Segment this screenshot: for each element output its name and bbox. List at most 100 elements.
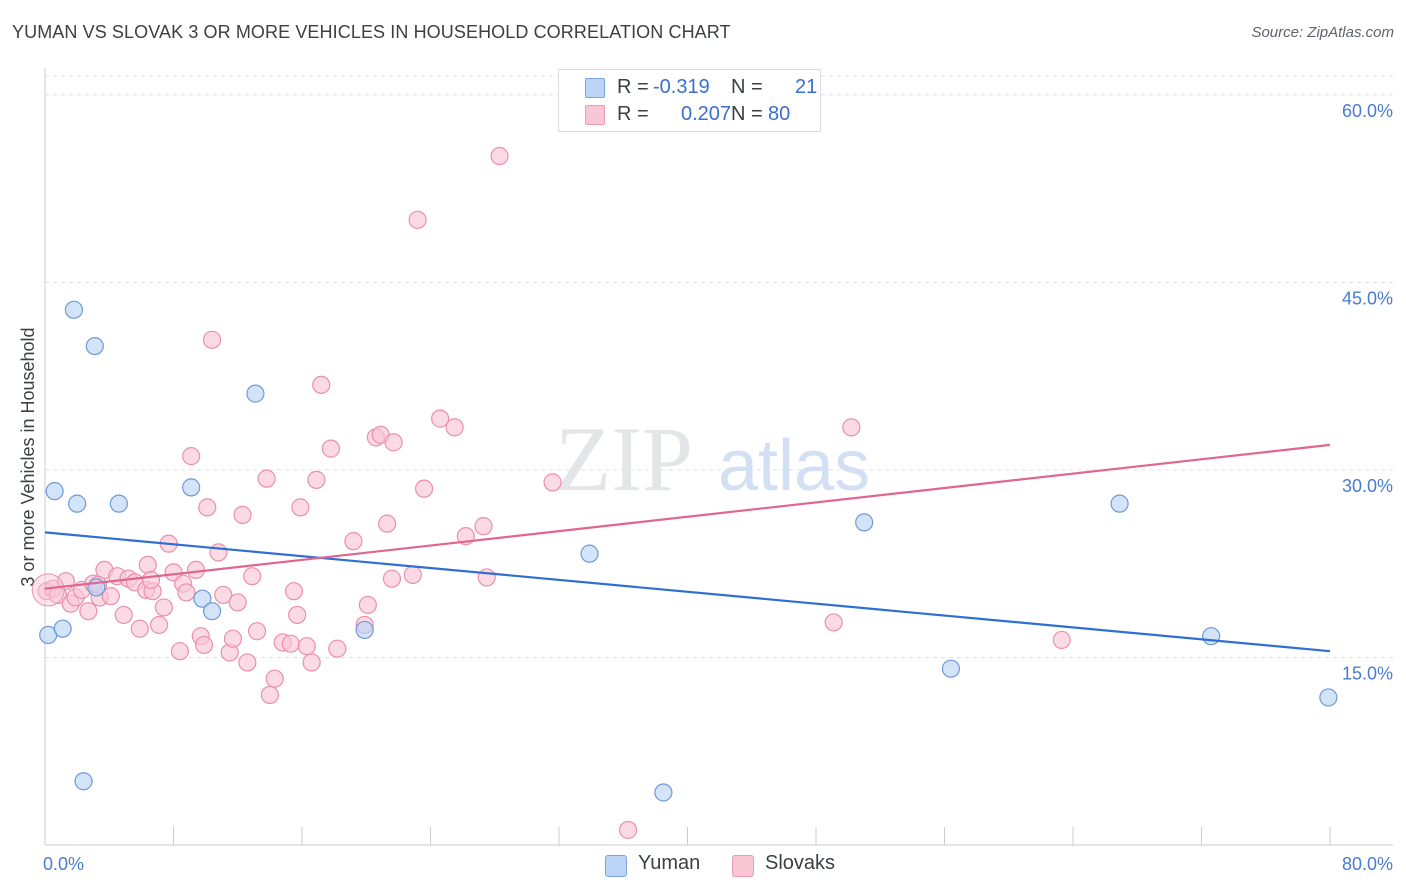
slovak-points — [31, 146, 1071, 840]
slovak-point — [490, 146, 509, 166]
watermark-zip: ZIP — [555, 408, 693, 510]
slovak-point — [154, 598, 173, 617]
legend-r-value-slovak: 0.207 — [681, 103, 732, 125]
slovak-point — [194, 635, 214, 655]
y-tick-label: 60.0% — [1342, 101, 1393, 121]
yuman-point — [246, 384, 265, 403]
legend-swatch-yuman — [585, 78, 605, 98]
bottom-legend-label-yuman: Yuman — [638, 852, 701, 874]
y-tick-labels: 15.0% 30.0% 45.0% 60.0% — [1342, 101, 1393, 684]
slovak-point — [344, 532, 363, 551]
slovak-point — [288, 605, 307, 625]
yuman-point — [68, 494, 87, 513]
slovak-point — [477, 568, 496, 587]
slovak-point — [302, 653, 321, 672]
slovak-point — [260, 685, 279, 705]
y-tick-label: 30.0% — [1342, 476, 1393, 496]
slovak-point — [238, 653, 257, 672]
slovak-point — [431, 409, 450, 428]
slovak-point — [312, 375, 331, 394]
slovak-point — [223, 629, 243, 648]
slovak-point — [79, 602, 98, 621]
yuman-points — [39, 300, 1338, 802]
slovak-point — [378, 514, 397, 533]
slovak-point-cluster — [31, 573, 65, 607]
slovak-point — [130, 619, 149, 638]
yuman-point — [1202, 627, 1221, 646]
slovak-point — [177, 583, 196, 602]
legend-n-value-slovak: 80 — [768, 103, 791, 125]
legend-r-label: R = — [617, 76, 649, 98]
slovak-point — [141, 570, 161, 590]
legend: R = -0.319 N = 21 R = 0.207 N = 80 — [558, 69, 821, 132]
axes — [44, 68, 1393, 846]
slovak-point — [1052, 630, 1071, 650]
slovak-point — [307, 470, 326, 489]
slovak-point — [202, 330, 222, 349]
slovak-point — [321, 439, 341, 458]
x-tick-label-max: 80.0% — [1342, 854, 1393, 874]
slovak-point — [214, 585, 233, 605]
slovak-point — [182, 447, 201, 466]
slovak-trend-line — [44, 443, 1331, 590]
y-tick-label: 45.0% — [1342, 288, 1393, 308]
bottom-legend-swatch-slovaks — [732, 855, 754, 877]
bottom-legend-swatch-yuman — [605, 855, 627, 877]
watermark-atlas: atlas — [718, 426, 870, 506]
yuman-point — [109, 494, 128, 513]
yuman-point — [193, 589, 212, 608]
slovak-point — [445, 418, 464, 437]
slovak-point — [414, 479, 434, 498]
yuman-point — [202, 602, 222, 621]
slovak-point — [186, 560, 206, 580]
x-tick-label-min: 0.0% — [43, 854, 84, 874]
yuman-point — [355, 620, 374, 640]
yuman-point — [53, 619, 72, 638]
slovak-point — [257, 469, 276, 488]
yuman-point — [74, 772, 93, 791]
slovak-point — [243, 567, 262, 586]
yuman-point — [941, 659, 961, 678]
slovak-point — [543, 473, 562, 492]
slovak-point — [138, 555, 157, 575]
legend-r-label: R = — [617, 103, 649, 125]
yuman-point — [1319, 688, 1338, 707]
yuman-point — [855, 513, 874, 532]
slovak-point — [384, 433, 403, 452]
slovak-point — [474, 517, 493, 536]
slovak-point — [209, 543, 228, 562]
legend-r-value-yuman: -0.319 — [653, 76, 710, 98]
slovak-point — [618, 820, 638, 840]
slovak-point — [284, 582, 304, 601]
slovak-point — [233, 505, 252, 524]
slovak-point — [328, 639, 347, 658]
slovak-point — [382, 569, 402, 588]
slovak-point — [228, 593, 247, 612]
slovak-point — [824, 613, 843, 632]
yuman-point — [580, 544, 599, 563]
yuman-trend-line — [44, 531, 1331, 653]
slovak-point — [198, 498, 217, 517]
slovak-point — [291, 498, 310, 517]
slovak-point — [358, 595, 377, 615]
source-label: Source: ZipAtlas.com — [1251, 24, 1394, 41]
y-tick-label: 15.0% — [1342, 663, 1393, 683]
bottom-legend-label-slovaks: Slovaks — [765, 852, 836, 874]
slovak-point — [170, 642, 190, 661]
legend-n-label: N = — [731, 76, 763, 98]
yuman-point — [182, 478, 201, 497]
legend-swatch-slovak — [585, 105, 605, 125]
slovak-point — [281, 634, 300, 653]
slovak-point — [149, 615, 169, 635]
slovak-point — [297, 637, 316, 656]
yuman-point — [64, 300, 84, 319]
yuman-point — [85, 336, 104, 356]
slovak-point — [247, 622, 267, 641]
slovak-point — [408, 210, 427, 229]
chart-title: YUMAN VS SLOVAK 3 OR MORE VEHICLES IN HO… — [12, 22, 731, 42]
slovak-point — [403, 565, 422, 585]
y-axis-label: 3 or more Vehicles in Household — [18, 327, 38, 586]
legend-n-label: N = — [731, 103, 763, 125]
yuman-point — [45, 482, 64, 501]
